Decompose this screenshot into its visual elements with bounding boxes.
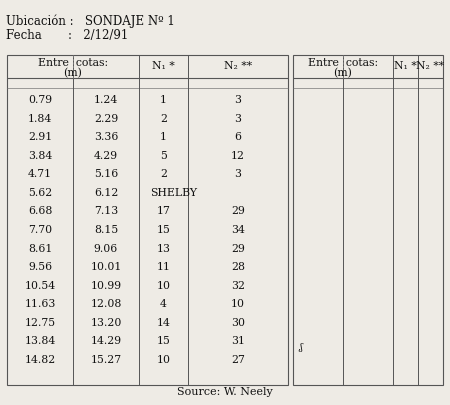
Text: 6.68: 6.68 <box>28 207 52 216</box>
Text: 30: 30 <box>231 318 245 328</box>
Text: Source: W. Neely: Source: W. Neely <box>177 387 273 397</box>
Text: (m): (m) <box>333 68 352 78</box>
Text: N₁ *: N₁ * <box>152 61 175 71</box>
Text: 10: 10 <box>157 281 171 291</box>
Text: 13.84: 13.84 <box>24 337 56 346</box>
Text: 6.12: 6.12 <box>94 188 118 198</box>
Text: 14.82: 14.82 <box>24 355 56 365</box>
Text: 7.70: 7.70 <box>28 225 52 235</box>
Text: 32: 32 <box>231 281 245 291</box>
Text: 10: 10 <box>157 355 171 365</box>
Text: 0.79: 0.79 <box>28 95 52 105</box>
Text: 14.29: 14.29 <box>90 337 122 346</box>
Text: N₂ **: N₂ ** <box>416 61 445 71</box>
Text: ,ʃ: ,ʃ <box>298 343 304 352</box>
Text: 31: 31 <box>231 337 245 346</box>
Text: 29: 29 <box>231 207 245 216</box>
Text: Ubicación :   SONDAJE Nº 1: Ubicación : SONDAJE Nº 1 <box>6 14 175 28</box>
Text: SHELBY: SHELBY <box>150 188 197 198</box>
Text: 13: 13 <box>157 243 171 254</box>
Text: 3.84: 3.84 <box>28 151 52 161</box>
Text: 2.91: 2.91 <box>28 132 52 142</box>
Text: 5: 5 <box>160 151 167 161</box>
Text: 2.29: 2.29 <box>94 114 118 124</box>
Text: 3.36: 3.36 <box>94 132 118 142</box>
Text: 1: 1 <box>160 95 167 105</box>
Text: 9.56: 9.56 <box>28 262 52 272</box>
Text: 5.16: 5.16 <box>94 169 118 179</box>
Text: 1: 1 <box>160 132 167 142</box>
Text: 12.75: 12.75 <box>24 318 55 328</box>
Text: 13.20: 13.20 <box>90 318 122 328</box>
Text: 12.08: 12.08 <box>90 299 122 309</box>
Text: 11: 11 <box>157 262 171 272</box>
Text: 8.15: 8.15 <box>94 225 118 235</box>
Text: 10.99: 10.99 <box>90 281 122 291</box>
Text: 10.01: 10.01 <box>90 262 122 272</box>
Text: 9.06: 9.06 <box>94 243 118 254</box>
Bar <box>7 55 288 385</box>
Text: 15.27: 15.27 <box>90 355 122 365</box>
Text: 5.62: 5.62 <box>28 188 52 198</box>
Text: Fecha       :   2/12/91: Fecha : 2/12/91 <box>6 29 128 42</box>
Text: Entre  cotas:: Entre cotas: <box>38 58 108 68</box>
Text: 10.54: 10.54 <box>24 281 55 291</box>
Text: 11.63: 11.63 <box>24 299 56 309</box>
Text: 12: 12 <box>231 151 245 161</box>
Text: 3: 3 <box>234 169 242 179</box>
Text: 4: 4 <box>160 299 167 309</box>
Text: 2: 2 <box>160 169 167 179</box>
Text: 3: 3 <box>234 95 242 105</box>
Text: 7.13: 7.13 <box>94 207 118 216</box>
Text: 1.24: 1.24 <box>94 95 118 105</box>
Text: 10: 10 <box>231 299 245 309</box>
Text: 15: 15 <box>157 225 171 235</box>
Text: 6: 6 <box>234 132 242 142</box>
Text: 4.71: 4.71 <box>28 169 52 179</box>
Text: 29: 29 <box>231 243 245 254</box>
Text: 27: 27 <box>231 355 245 365</box>
Text: 15: 15 <box>157 337 171 346</box>
Text: 14: 14 <box>157 318 171 328</box>
Text: 3: 3 <box>234 114 242 124</box>
Text: 28: 28 <box>231 262 245 272</box>
Text: Entre  cotas:: Entre cotas: <box>308 58 378 68</box>
Text: 8.61: 8.61 <box>28 243 52 254</box>
Text: N₂ **: N₂ ** <box>224 61 252 71</box>
Text: 34: 34 <box>231 225 245 235</box>
Text: 4.29: 4.29 <box>94 151 118 161</box>
Text: N₁ *: N₁ * <box>394 61 417 71</box>
Text: (m): (m) <box>63 68 82 78</box>
Text: 2: 2 <box>160 114 167 124</box>
Text: 1.84: 1.84 <box>28 114 52 124</box>
Text: 17: 17 <box>157 207 171 216</box>
Bar <box>293 55 443 385</box>
